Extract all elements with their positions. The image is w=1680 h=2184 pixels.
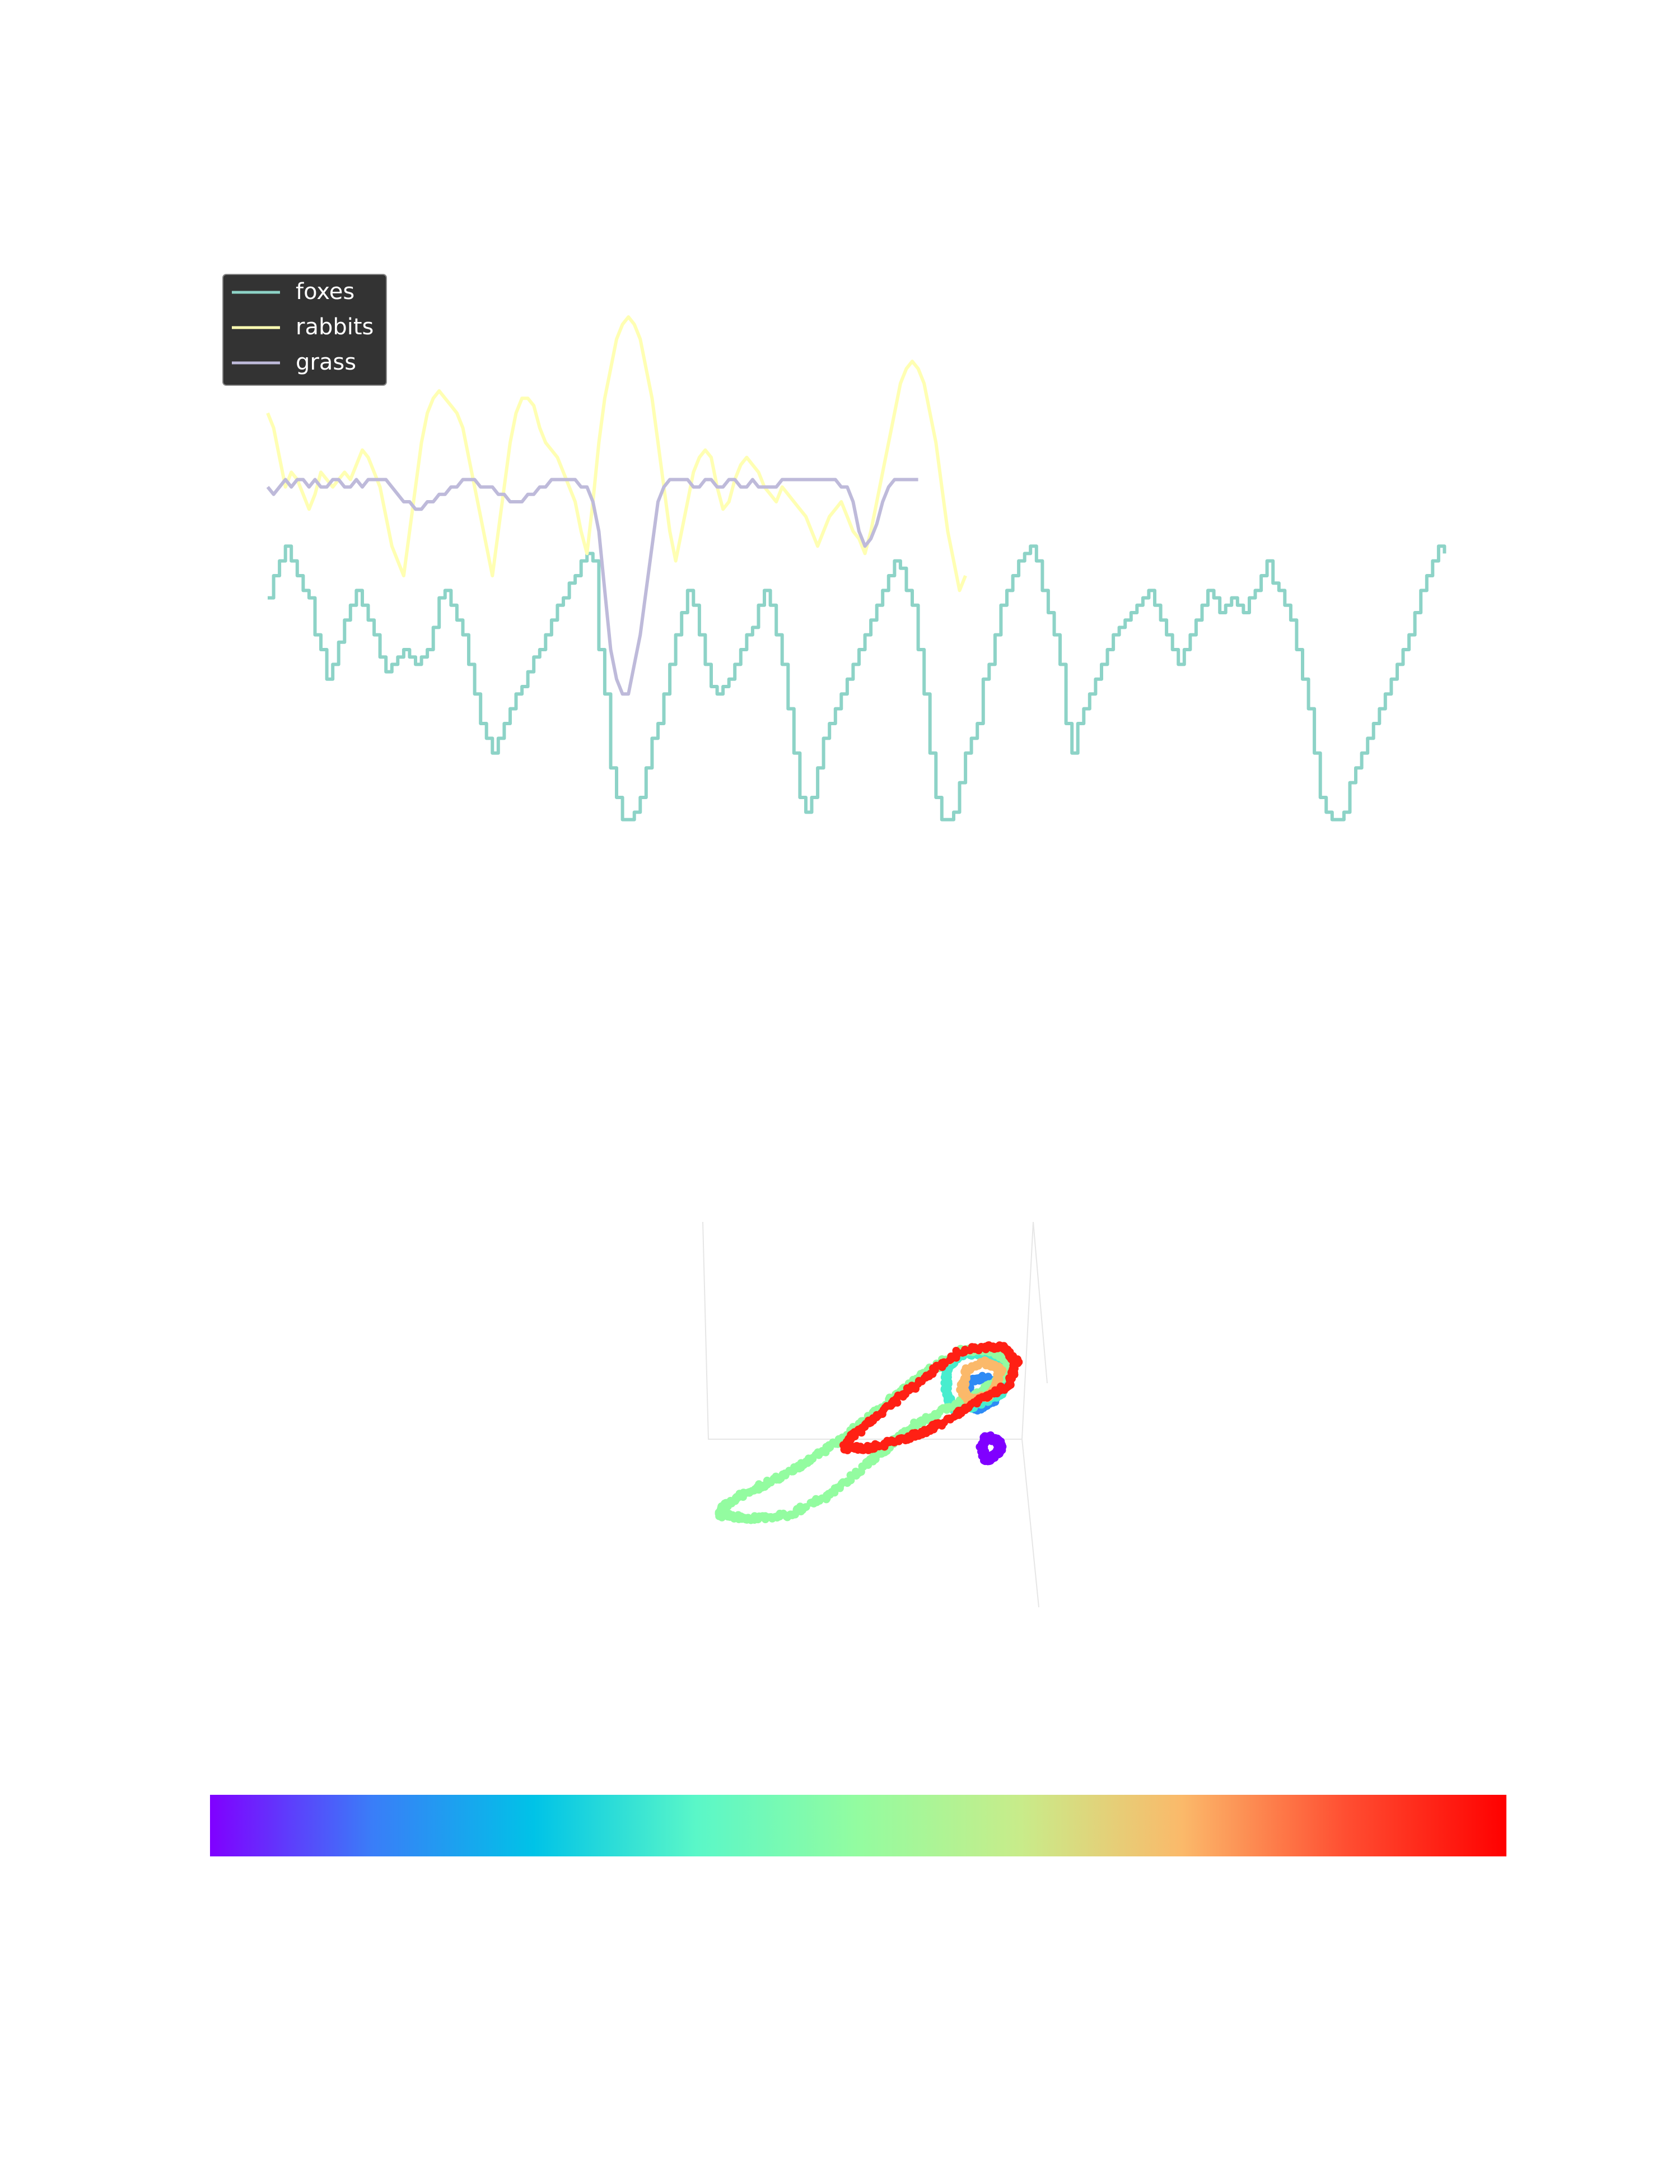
scatter-point [988, 1453, 997, 1461]
scatter-point [912, 1420, 920, 1428]
series-line-rabbits [266, 315, 967, 592]
legend-box [222, 274, 387, 386]
colorbar [210, 1795, 1506, 1856]
phase-3d-plot [702, 1221, 1048, 1608]
series-line-foxes [268, 544, 1446, 822]
legend-label-grass: grass [296, 349, 356, 375]
series-line-grass [266, 478, 918, 696]
legend-label-foxes: foxes [296, 279, 354, 305]
scatter-point [958, 1348, 967, 1357]
line-chart [266, 315, 1446, 822]
scatter-point [932, 1419, 940, 1427]
legend: foxes rabbits grass [222, 274, 387, 386]
scatter-points [715, 1341, 1023, 1524]
3d-axes-pane [702, 1221, 1048, 1608]
legend-label-rabbits: rabbits [296, 314, 374, 340]
